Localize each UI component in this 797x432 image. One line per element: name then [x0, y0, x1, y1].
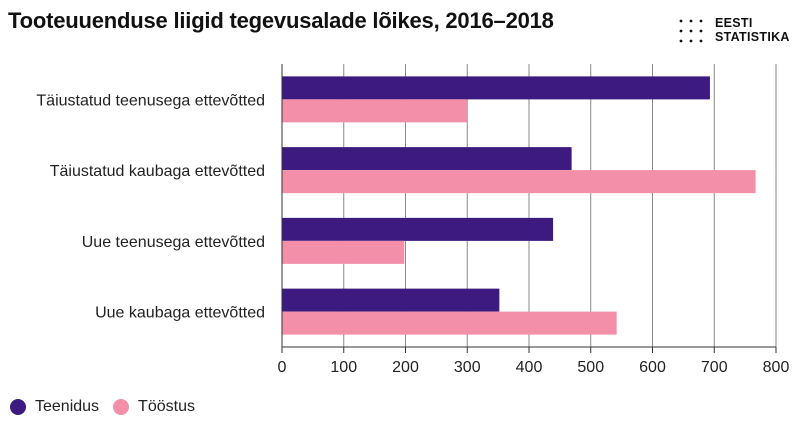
legend-item-teenidus: Teenidus — [10, 398, 99, 416]
logo-dots-icon — [679, 19, 703, 43]
x-tick-label-200: 200 — [392, 359, 419, 376]
legend-label-toostus: Tööstus — [138, 398, 195, 415]
bar-teenidus-1 — [282, 76, 710, 100]
x-tick-label-0: 0 — [278, 359, 287, 376]
x-tick-label-100: 100 — [330, 359, 357, 376]
x-tick-label-700: 700 — [701, 359, 728, 376]
bar-teenidus-4 — [282, 288, 500, 312]
x-tick-label-500: 500 — [577, 359, 604, 376]
bar-toostus-3 — [282, 240, 405, 264]
legend-swatch-toostus — [113, 399, 130, 415]
bar-toostus-2 — [282, 170, 756, 194]
legend: Teenidus Tööstus — [10, 396, 209, 418]
x-tick-label-600: 600 — [639, 359, 666, 376]
category-label-1: Täiustatud teenusega ettevõtted — [36, 92, 265, 109]
x-tick-label-800: 800 — [763, 359, 790, 376]
x-tick-label-400: 400 — [516, 359, 543, 376]
bar-teenidus-3 — [282, 217, 554, 241]
logo-wordmark: EESTI STATISTIKA — [715, 16, 790, 44]
x-tick-label-300: 300 — [454, 359, 481, 376]
bar-toostus-1 — [282, 99, 468, 123]
legend-swatch-teenidus — [10, 399, 26, 415]
legend-item-toostus: Tööstus — [113, 398, 195, 416]
category-label-3: Uue teenusega ettevõtted — [82, 234, 265, 251]
logo-line-1: EESTI — [715, 16, 753, 30]
eesti-statistika-logo: EESTI STATISTIKA — [678, 16, 796, 46]
bar-toostus-4 — [282, 311, 617, 335]
legend-label-teenidus: Teenidus — [35, 398, 100, 415]
logo-line-2: STATISTIKA — [715, 30, 790, 44]
category-label-4: Uue kaubaga ettevõtted — [95, 305, 265, 322]
chart-title: Tooteuuenduse liigid tegevusalade lõikes… — [8, 8, 554, 33]
bar-teenidus-2 — [282, 147, 572, 171]
category-label-2: Täiustatud kaubaga ettevõtted — [50, 163, 265, 180]
